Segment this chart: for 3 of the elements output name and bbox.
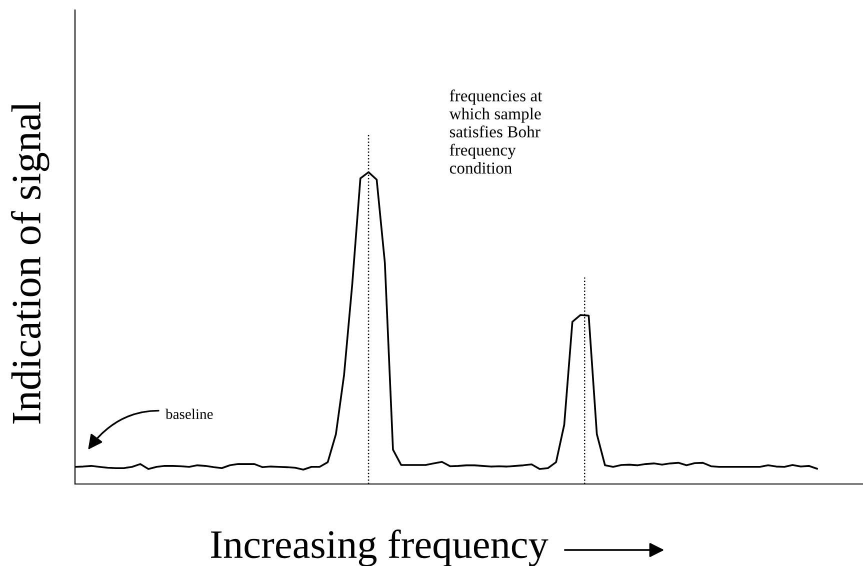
annotation: baseline: [166, 408, 213, 420]
y-axis-title: Indication of signal: [10, 102, 50, 424]
annotation: frequencies at which sample satisfies Bohr frequency condition: [449, 90, 542, 174]
